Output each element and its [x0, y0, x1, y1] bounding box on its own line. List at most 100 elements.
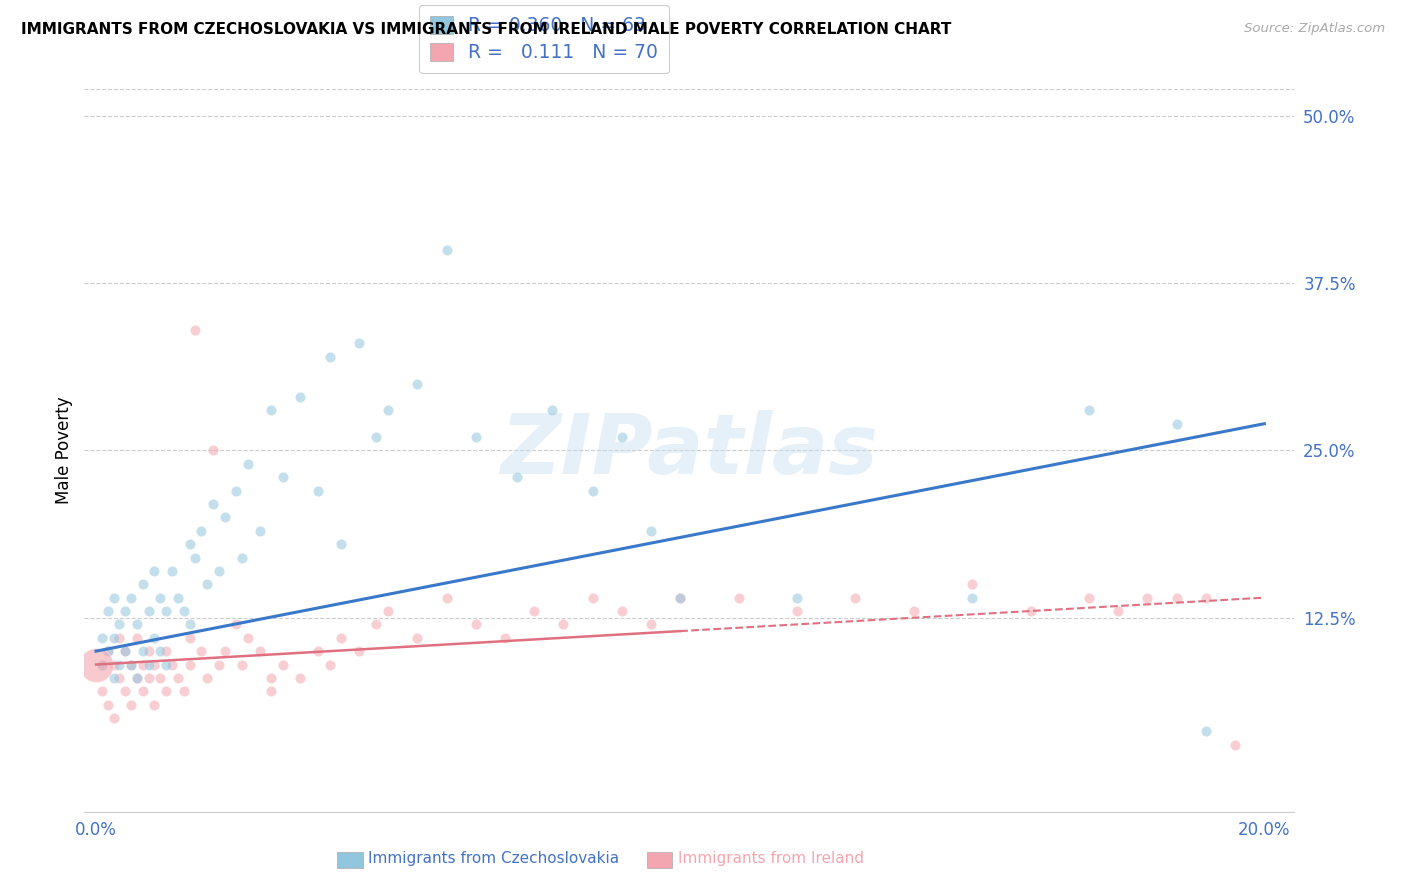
Point [553, 617, 575, 632]
Point [160, 657, 183, 672]
Point [97, 604, 120, 618]
Point [132, 644, 155, 658]
Point [120, 591, 142, 605]
Point [143, 657, 166, 672]
Point [125, 631, 148, 645]
Point [1195, 724, 1218, 739]
Point [184, 550, 207, 565]
Point [225, 483, 247, 498]
Text: Immigrants from Czechoslovakia: Immigrants from Czechoslovakia [368, 852, 620, 866]
Point [179, 631, 201, 645]
Point [1223, 738, 1246, 752]
Point [540, 403, 562, 417]
Point [184, 323, 207, 337]
Text: IMMIGRANTS FROM CZECHOSLOVAKIA VS IMMIGRANTS FROM IRELAND MALE POVERTY CORRELATI: IMMIGRANTS FROM CZECHOSLOVAKIA VS IMMIGR… [21, 22, 952, 37]
Point [523, 604, 546, 618]
Point [125, 671, 148, 685]
Point [307, 644, 329, 658]
Point [1078, 591, 1101, 605]
Point [610, 604, 633, 618]
Point [90, 657, 112, 672]
Point [236, 457, 259, 471]
Point [231, 657, 253, 672]
Point [406, 376, 429, 391]
Point [166, 591, 188, 605]
Point [97, 644, 120, 658]
Point [103, 657, 125, 672]
Point [366, 617, 388, 632]
Point [330, 631, 353, 645]
Point [179, 617, 201, 632]
Point [155, 684, 177, 698]
Point [108, 617, 131, 632]
Y-axis label: Male Poverty: Male Poverty [55, 397, 73, 504]
Point [1166, 417, 1188, 431]
Point [114, 644, 136, 658]
Point [143, 631, 166, 645]
Point [149, 671, 172, 685]
Point [610, 430, 633, 444]
Point [307, 483, 329, 498]
Point [103, 711, 125, 725]
Point [155, 657, 177, 672]
Point [208, 564, 231, 578]
Point [494, 631, 516, 645]
Point [97, 698, 120, 712]
Point [271, 470, 294, 484]
Point [464, 430, 486, 444]
Point [1136, 591, 1159, 605]
Point [377, 403, 399, 417]
Legend: R = 0.360   N = 63, R =   0.111   N = 70: R = 0.360 N = 63, R = 0.111 N = 70 [419, 4, 669, 73]
Point [330, 537, 353, 551]
Point [581, 591, 603, 605]
Point [1078, 403, 1101, 417]
Point [231, 550, 253, 565]
Point [1107, 604, 1129, 618]
Point [260, 403, 283, 417]
Point [1195, 591, 1218, 605]
Point [190, 524, 212, 538]
Point [347, 644, 370, 658]
Point [727, 591, 749, 605]
Point [155, 604, 177, 618]
Point [120, 698, 142, 712]
Point [225, 617, 247, 632]
Point [464, 617, 486, 632]
Point [436, 591, 458, 605]
Bar [647, 852, 672, 868]
Point [903, 604, 925, 618]
Point [195, 671, 218, 685]
Point [114, 604, 136, 618]
Point [201, 497, 224, 511]
Point [214, 510, 236, 524]
Point [160, 564, 183, 578]
Point [260, 671, 283, 685]
Point [669, 591, 692, 605]
Point [786, 591, 808, 605]
Point [125, 671, 148, 685]
Point [505, 470, 527, 484]
Bar [337, 852, 363, 868]
Point [132, 684, 155, 698]
Point [436, 243, 458, 257]
Point [271, 657, 294, 672]
Point [318, 350, 340, 364]
Point [260, 684, 283, 698]
Point [90, 684, 112, 698]
Point [173, 684, 195, 698]
Point [166, 671, 188, 685]
Point [114, 684, 136, 698]
Point [366, 430, 388, 444]
Point [120, 657, 142, 672]
Point [138, 644, 160, 658]
Point [138, 671, 160, 685]
Point [84, 657, 107, 672]
Point [103, 591, 125, 605]
Point [179, 537, 201, 551]
Point [125, 617, 148, 632]
Point [103, 671, 125, 685]
Point [1166, 591, 1188, 605]
Point [195, 577, 218, 591]
Point [138, 604, 160, 618]
Point [669, 591, 692, 605]
